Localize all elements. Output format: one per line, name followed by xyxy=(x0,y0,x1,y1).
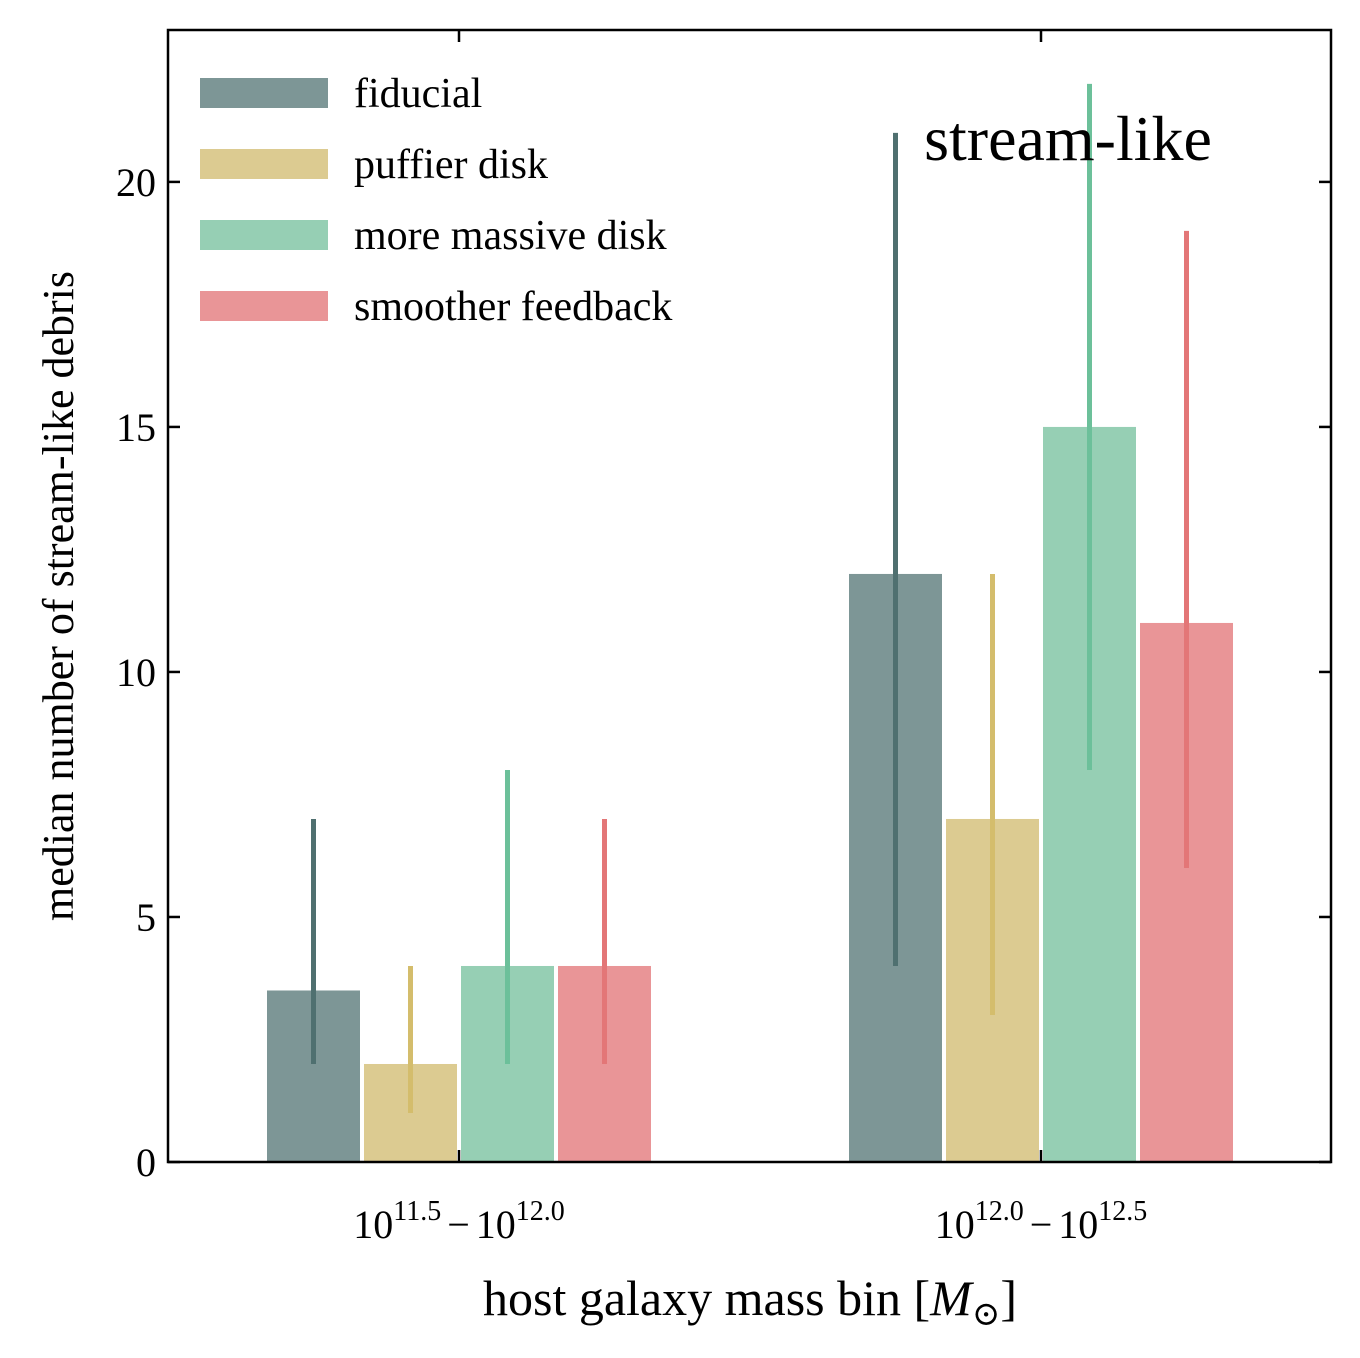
error-bars-layer xyxy=(311,83,1189,1113)
x-axis-label-unit: M xyxy=(929,1270,974,1326)
legend-swatch-puffier-disk xyxy=(200,149,328,179)
legend-swatch-fiducial xyxy=(200,78,328,108)
x-tick-label-base2: 10 xyxy=(476,1202,516,1247)
x-tick-label: 1012.0−1012.5 xyxy=(935,1196,1148,1247)
x-tick-label-base1: 10 xyxy=(353,1202,393,1247)
x-tick-label-sep: − xyxy=(1030,1202,1053,1247)
x-axis-label: host galaxy mass bin [M⊙] xyxy=(483,1270,1017,1333)
x-tick-label-exp1: 11.5 xyxy=(393,1196,441,1227)
legend: fiducial puffier disk more massive disk smo… xyxy=(200,71,672,330)
x-axis-label-close: ] xyxy=(1000,1270,1017,1326)
x-tick-label-base2: 10 xyxy=(1058,1202,1098,1247)
y-axis-label: median number of stream-like debris xyxy=(34,271,83,921)
panel-annotation: stream-like xyxy=(924,103,1212,174)
y-tick-label: 0 xyxy=(136,1140,156,1185)
x-tick-label: 1011.5−1012.0 xyxy=(353,1196,565,1247)
y-tick-label: 15 xyxy=(116,405,156,450)
x-tick-label-exp2: 12.5 xyxy=(1098,1196,1147,1227)
legend-label-puffier-disk: puffier disk xyxy=(354,142,548,188)
y-tick-label: 20 xyxy=(116,160,156,205)
x-tick-label-sep: − xyxy=(447,1202,470,1247)
x-axis-label-subscript: ⊙ xyxy=(972,1296,1001,1333)
plot-frame xyxy=(166,28,1333,1164)
x-tick-label-base1: 10 xyxy=(935,1202,975,1247)
y-tick-label: 5 xyxy=(136,895,156,940)
legend-swatch-more-massive-disk xyxy=(200,220,328,250)
x-tick-label-exp2: 12.0 xyxy=(516,1196,565,1227)
x-tick-label-exp1: 12.0 xyxy=(975,1196,1024,1227)
y-tick-label: 10 xyxy=(116,650,156,695)
legend-label-smoother-feedback: smoother feedback xyxy=(354,284,672,330)
x-axis-label-text: host galaxy mass bin [ xyxy=(483,1270,930,1326)
legend-swatch-smoother-feedback xyxy=(200,291,328,321)
legend-label-more-massive-disk: more massive disk xyxy=(354,213,667,259)
legend-label-fiducial: fiducial xyxy=(354,71,482,117)
